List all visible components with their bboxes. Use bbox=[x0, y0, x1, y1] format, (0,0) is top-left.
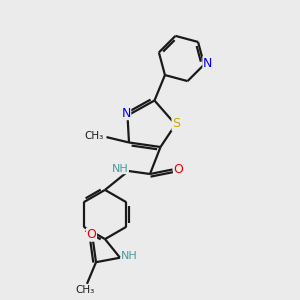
Text: NH: NH bbox=[121, 251, 138, 261]
Text: S: S bbox=[172, 117, 180, 130]
Text: O: O bbox=[174, 163, 183, 176]
Text: CH₃: CH₃ bbox=[75, 285, 94, 295]
Text: CH₃: CH₃ bbox=[84, 131, 104, 141]
Text: N: N bbox=[121, 106, 131, 120]
Text: N: N bbox=[203, 57, 212, 70]
Text: NH: NH bbox=[112, 164, 128, 174]
Text: O: O bbox=[87, 228, 96, 241]
